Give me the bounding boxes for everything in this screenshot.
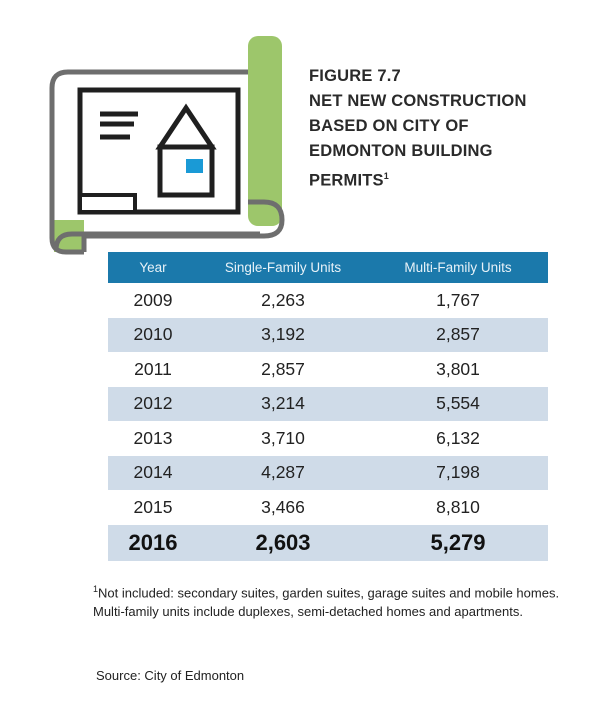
footnote: 1Not included: secondary suites, garden … bbox=[93, 580, 563, 621]
footnote-ref: 1 bbox=[383, 171, 389, 181]
cell-single-family: 3,192 bbox=[198, 317, 368, 352]
table-row: 2009 2,263 1,767 bbox=[108, 283, 548, 318]
title-line: BASED ON CITY OF bbox=[309, 117, 469, 135]
footnote-text: Not included: secondary suites, garden s… bbox=[93, 585, 560, 620]
building-permit-blueprint-icon bbox=[49, 36, 285, 255]
title-line-text: PERMITS bbox=[309, 171, 384, 190]
house-icon bbox=[155, 103, 217, 198]
cell-year: 2015 bbox=[133, 496, 173, 517]
cell-single-family: 3,466 bbox=[261, 496, 305, 517]
table-row: 2011 2,857 3,801 bbox=[108, 352, 548, 387]
cell-year: 2010 bbox=[108, 317, 198, 352]
source-note: Source: City of Edmonton bbox=[96, 668, 245, 683]
header-single-family: Single-Family Units bbox=[198, 252, 368, 283]
cell-multi-family: 7,198 bbox=[368, 455, 548, 490]
footnote-marker: 1 bbox=[93, 584, 99, 594]
table-row: 2015 3,466 8,810 bbox=[108, 490, 548, 525]
cell-year: 2016 bbox=[108, 524, 198, 561]
cell-multi-family: 6,132 bbox=[436, 427, 480, 448]
cell-single-family: 4,287 bbox=[198, 455, 368, 490]
figure-label: FIGURE 7.7 bbox=[309, 67, 401, 85]
table-row: 2010 3,192 2,857 bbox=[108, 317, 548, 352]
text-lines-icon bbox=[100, 111, 138, 140]
title-line: EDMONTON BUILDING bbox=[309, 142, 493, 160]
figure-title: FIGURE 7.7 NET NEW CONSTRUCTION BASED ON… bbox=[309, 64, 527, 194]
cell-year: 2009 bbox=[133, 289, 173, 310]
cell-single-family: 3,214 bbox=[198, 386, 368, 421]
cell-multi-family: 5,554 bbox=[368, 386, 548, 421]
header-year: Year bbox=[108, 252, 198, 283]
cell-year: 2011 bbox=[134, 358, 172, 379]
table-row: 2012 3,214 5,554 bbox=[108, 386, 548, 421]
table-row: 2016 2,603 5,279 bbox=[108, 524, 548, 561]
window-icon bbox=[186, 159, 203, 173]
green-scroll-band bbox=[248, 36, 282, 226]
cell-year: 2014 bbox=[108, 455, 198, 490]
cell-year: 2013 bbox=[133, 427, 173, 448]
construction-table: Year Single-Family Units Multi-Family Un… bbox=[108, 252, 548, 561]
cell-single-family: 2,603 bbox=[198, 524, 368, 561]
cell-year: 2012 bbox=[108, 386, 198, 421]
cell-multi-family: 3,801 bbox=[436, 358, 480, 379]
table-header-row: Year Single-Family Units Multi-Family Un… bbox=[108, 252, 548, 283]
cell-multi-family: 5,279 bbox=[368, 524, 548, 561]
title-line: PERMITS1 bbox=[309, 164, 527, 194]
header-multi-family: Multi-Family Units bbox=[368, 252, 548, 283]
title-line: NET NEW CONSTRUCTION bbox=[309, 92, 527, 110]
cell-multi-family: 2,857 bbox=[368, 317, 548, 352]
scroll-outline bbox=[49, 69, 285, 255]
table-row: 2014 4,287 7,198 bbox=[108, 455, 548, 490]
cell-single-family: 2,857 bbox=[261, 358, 305, 379]
cell-single-family: 3,710 bbox=[261, 427, 305, 448]
cell-multi-family: 1,767 bbox=[436, 289, 480, 310]
cell-multi-family: 8,810 bbox=[436, 496, 480, 517]
table-row: 2013 3,710 6,132 bbox=[108, 421, 548, 456]
cell-single-family: 2,263 bbox=[261, 289, 305, 310]
